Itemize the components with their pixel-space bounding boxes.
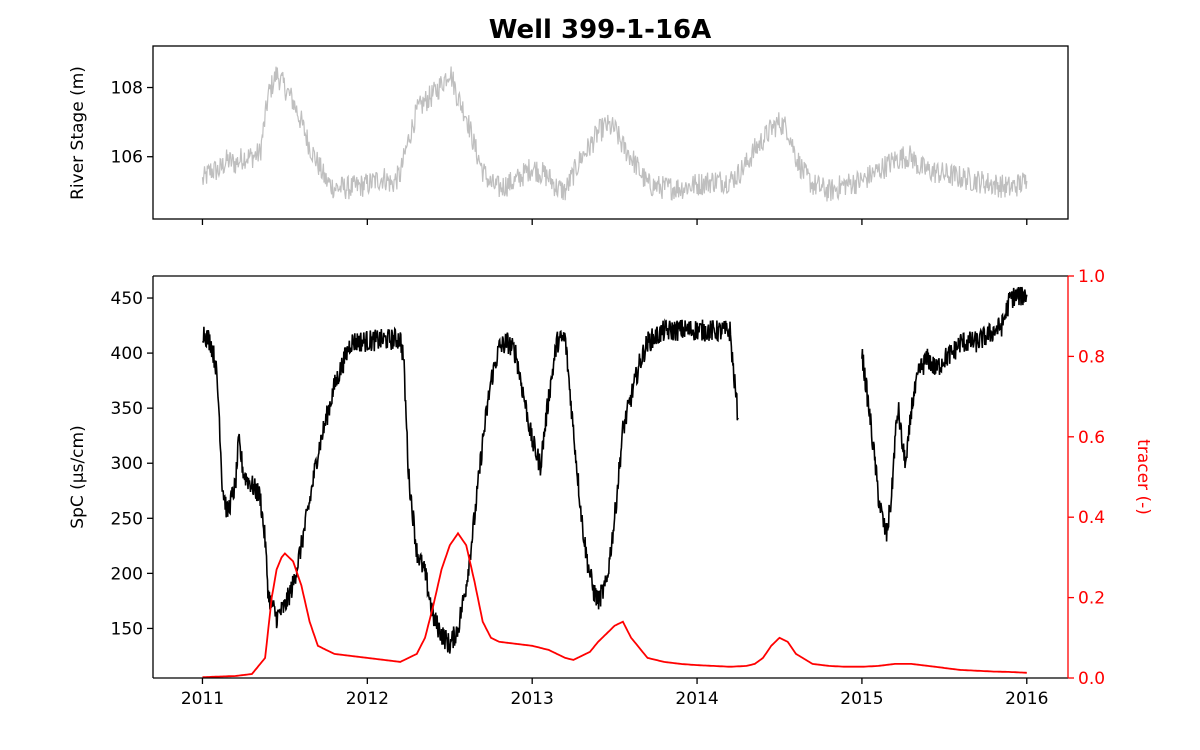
spc-line-segment-1	[202, 318, 739, 654]
tracer-ylabel: tracer (-)	[1133, 439, 1153, 515]
spc-ytick-label-400: 400	[111, 344, 143, 364]
xtick-label-2015: 2015	[840, 689, 883, 709]
chart-title: Well 399-1-16A	[489, 15, 712, 45]
river-stage-ytick-label-106: 106	[111, 148, 143, 168]
river-stage-ylabel: River Stage (m)	[68, 66, 88, 200]
spc-ytick-label-450: 450	[111, 289, 143, 309]
xtick-label-2013: 2013	[511, 689, 554, 709]
tracer-ytick-label-0.6: 0.6	[1078, 428, 1105, 448]
spc-ylabel: SpC (µs/cm)	[68, 425, 88, 528]
river-stage-axes-frame	[152, 45, 1069, 220]
river-stage-series-group	[201, 66, 1028, 202]
spc-ytick-label-300: 300	[111, 454, 143, 474]
spc-ytick-label-350: 350	[111, 399, 143, 419]
spc-ytick-label-200: 200	[111, 564, 143, 584]
tracer-ytick-label-0.4: 0.4	[1078, 508, 1105, 528]
xtick-label-2014: 2014	[675, 689, 718, 709]
tracer-ytick-label-0: 0.0	[1078, 669, 1105, 689]
spc-tracer-series-group	[202, 286, 1028, 679]
spc-ytick-label-150: 150	[111, 619, 143, 639]
spc-tracer-ticks-group: 2011 2012 2013 2014 2015 2016 150 200 250 300 350 4…	[111, 267, 1106, 709]
tracer-line	[202, 531, 1027, 679]
tracer-ytick-label-0.2: 0.2	[1078, 589, 1105, 609]
tracer-ytick-label-1: 1.0	[1078, 267, 1105, 287]
river-stage-line	[201, 66, 1028, 202]
xtick-label-2011: 2011	[181, 689, 224, 709]
tracer-ytick-label-0.8: 0.8	[1078, 347, 1105, 367]
river-stage-ytick-label-108: 108	[111, 79, 143, 99]
xtick-label-2012: 2012	[346, 689, 389, 709]
spc-tracer-panel: 2011 2012 2013 2014 2015 2016 150 200 250 300 350 4…	[68, 267, 1153, 709]
spc-ytick-label-250: 250	[111, 509, 143, 529]
xtick-label-2016: 2016	[1005, 689, 1048, 709]
spc-line-segment-2	[861, 286, 1028, 542]
river-stage-panel: 106 108 River Stage (m)	[68, 45, 1069, 225]
river-stage-ticks-group: 106 108	[111, 79, 1028, 225]
